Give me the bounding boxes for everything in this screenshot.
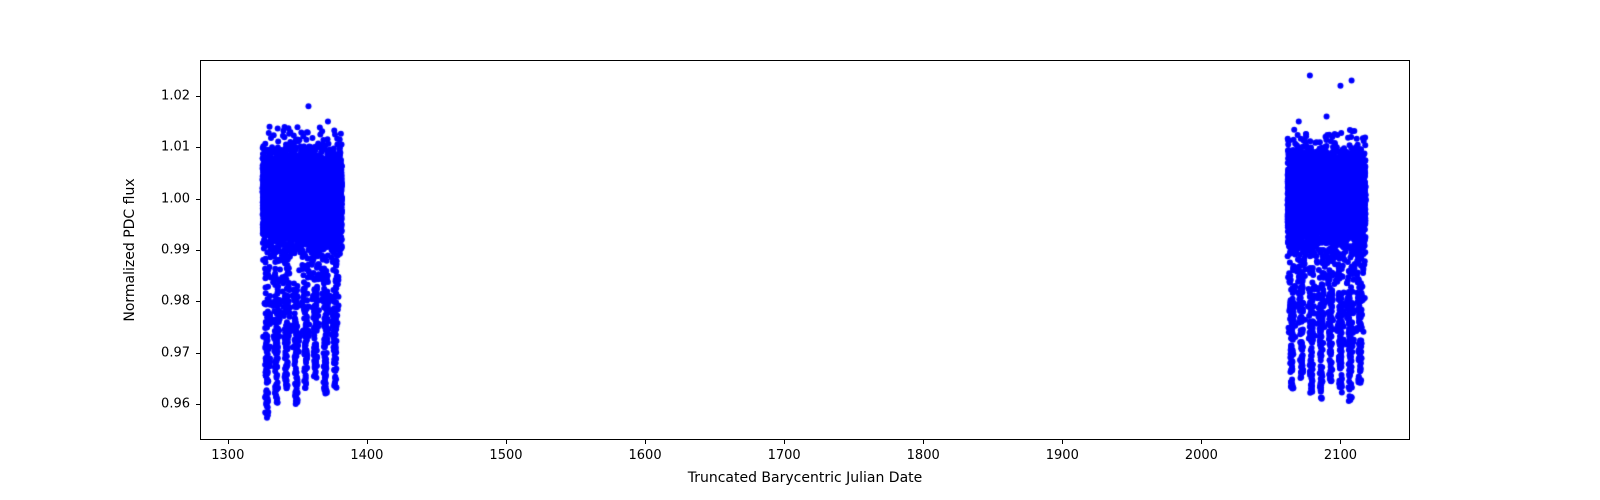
xtick-mark: [367, 440, 368, 444]
xtick-label: 2100: [1324, 448, 1357, 463]
xtick-mark: [784, 440, 785, 444]
xtick-label: 1800: [907, 448, 940, 463]
xtick-label: 1500: [489, 448, 522, 463]
ytick-label: 0.96: [161, 397, 190, 412]
xtick-mark: [923, 440, 924, 444]
ytick-mark: [196, 250, 200, 251]
ytick-label: 1.01: [161, 140, 190, 155]
scatter-canvas: [200, 60, 1410, 440]
xtick-mark: [1201, 440, 1202, 444]
ytick-label: 0.97: [161, 345, 190, 360]
ytick-mark: [196, 199, 200, 200]
ytick-mark: [196, 147, 200, 148]
xtick-mark: [228, 440, 229, 444]
xtick-mark: [506, 440, 507, 444]
ytick-mark: [196, 96, 200, 97]
ytick-mark: [196, 353, 200, 354]
ytick-label: 0.98: [161, 294, 190, 309]
y-axis-label: Normalized PDC flux: [122, 178, 138, 321]
xtick-mark: [1340, 440, 1341, 444]
xtick-label: 2000: [1185, 448, 1218, 463]
xtick-mark: [1062, 440, 1063, 444]
ytick-mark: [196, 404, 200, 405]
figure: 1300 1400 1500 1600 1700 1800 1900 2000 2100 0.9…: [0, 0, 1600, 500]
xtick-label: 1400: [350, 448, 383, 463]
ytick-label: 0.99: [161, 243, 190, 258]
xtick-label: 1900: [1046, 448, 1079, 463]
axes-area: [200, 60, 1410, 440]
ytick-label: 1.00: [161, 191, 190, 206]
ytick-label: 1.02: [161, 88, 190, 103]
xtick-label: 1300: [211, 448, 244, 463]
xtick-label: 1600: [629, 448, 662, 463]
x-axis-label: Truncated Barycentric Julian Date: [688, 470, 923, 486]
xtick-mark: [645, 440, 646, 444]
ytick-mark: [196, 301, 200, 302]
xtick-label: 1700: [768, 448, 801, 463]
